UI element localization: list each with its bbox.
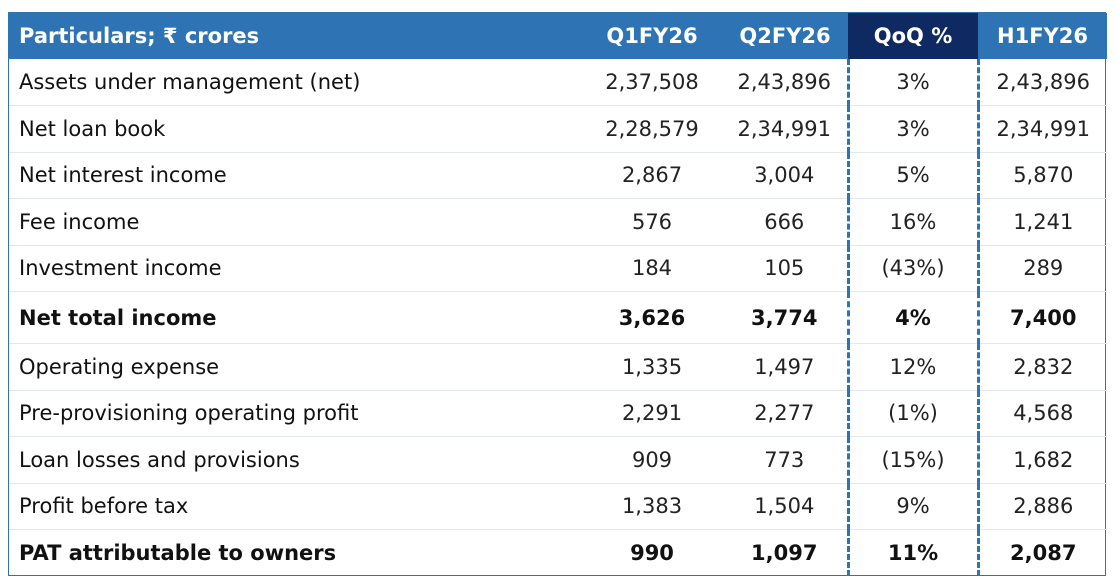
cell-q1: 2,28,579 [582, 105, 722, 153]
cell-q2: 1,504 [722, 483, 848, 530]
cell-qoq: 12% [846, 343, 980, 391]
cell-q1: 1,383 [582, 483, 722, 530]
cell-q1: 2,291 [582, 390, 722, 437]
cell-q1: 576 [582, 198, 722, 246]
table-row: Assets under management (net) 2,37,508 2… [9, 59, 1107, 106]
table-row: Profit before tax 1,383 1,504 9% 2,886 [9, 483, 1107, 530]
cell-h1: 7,400 [978, 291, 1107, 344]
table-row: Loan losses and provisions 909 773 (15%)… [9, 436, 1107, 484]
table-row: Net interest income 2,867 3,004 5% 5,870 [9, 152, 1107, 199]
cell-q1: 2,867 [582, 152, 722, 199]
cell-h1: 2,832 [978, 343, 1107, 391]
row-label: Operating expense [9, 343, 582, 391]
table-row: Net loan book 2,28,579 2,34,991 3% 2,34,… [9, 105, 1107, 153]
row-label: Investment income [9, 245, 582, 292]
cell-h1: 5,870 [978, 152, 1107, 199]
cell-h1: 1,682 [978, 436, 1107, 484]
cell-h1: 289 [978, 245, 1107, 292]
table-row: Pre-provisioning operating profit 2,291 … [9, 390, 1107, 437]
cell-qoq: 3% [846, 59, 980, 106]
header-q2fy26: Q2FY26 [722, 13, 848, 59]
cell-q2: 3,774 [722, 291, 848, 344]
table-row: Investment income 184 105 (43%) 289 [9, 245, 1107, 292]
row-label: Net interest income [9, 152, 582, 199]
row-label: Pre-provisioning operating profit [9, 390, 582, 437]
cell-h1: 1,241 [978, 198, 1107, 246]
cell-q2: 1,097 [751, 541, 818, 565]
cell-q2: 3,004 [722, 152, 848, 199]
cell-q2: 2,43,896 [722, 59, 848, 106]
table-body: Assets under management (net) 2,37,508 2… [9, 59, 1107, 576]
table-row: Fee income 576 666 16% 1,241 [9, 198, 1107, 246]
cell-h1: 2,43,896 [978, 59, 1107, 106]
cell-q2: 773 [722, 436, 848, 484]
cell-qoq: 16% [846, 198, 980, 246]
cell-h1: 4,568 [978, 390, 1107, 437]
header-h1fy26: H1FY26 [978, 13, 1107, 59]
cell-qoq: (15%) [846, 436, 980, 484]
cell-h1: 2,34,991 [978, 105, 1107, 153]
row-label: Fee income [9, 198, 582, 246]
cell-q2: 1,497 [722, 343, 848, 391]
cell-q1: 2,37,508 [582, 59, 722, 106]
cell-h1: 2,886 [978, 483, 1107, 530]
cell-qoq: 4% [846, 291, 980, 344]
cell-qoq: (43%) [846, 245, 980, 292]
header-q1fy26: Q1FY26 [582, 13, 722, 59]
cell-qoq: 5% [846, 152, 980, 199]
cell-q1: 909 [582, 436, 722, 484]
cell-qoq: (1%) [846, 390, 980, 437]
table-row: Operating expense 1,335 1,497 12% 2,832 [9, 343, 1107, 391]
table-row-pat: PAT attributable to owners 990 1,097 11%… [9, 529, 1107, 576]
cell-q2: 2,34,991 [722, 105, 848, 153]
cell-qoq: 11% [846, 529, 980, 576]
row-label: PAT attributable to owners [19, 541, 337, 565]
cell-q1: 1,335 [582, 343, 722, 391]
header-row: Particulars; ₹ crores Q1FY26 Q2FY26 QoQ … [9, 13, 1107, 59]
cell-q2: 2,277 [722, 390, 848, 437]
row-label: Net total income [9, 291, 582, 344]
cell-q1: 184 [582, 245, 722, 292]
cell-q2: 666 [722, 198, 848, 246]
cell-q1: 990 [630, 541, 674, 565]
row-label: Net loan book [9, 105, 582, 153]
cell-q2: 105 [722, 245, 848, 292]
cell-q1: 3,626 [582, 291, 722, 344]
financial-summary-table: Particulars; ₹ crores Q1FY26 Q2FY26 QoQ … [9, 13, 1107, 576]
header-qoq: QoQ % [848, 13, 978, 59]
cell-qoq: 3% [846, 105, 980, 153]
cell-h1: 2,087 [1010, 541, 1077, 565]
table-header: Particulars; ₹ crores Q1FY26 Q2FY26 QoQ … [9, 13, 1107, 59]
cell-qoq: 9% [846, 483, 980, 530]
row-label: Assets under management (net) [9, 59, 582, 106]
row-label: Profit before tax [9, 483, 582, 530]
table-row-total: Net total income 3,626 3,774 4% 7,400 [9, 291, 1107, 344]
financial-summary-table-container: Particulars; ₹ crores Q1FY26 Q2FY26 QoQ … [8, 12, 1107, 576]
header-particulars: Particulars; ₹ crores [9, 13, 582, 59]
row-label: Loan losses and provisions [9, 436, 582, 484]
